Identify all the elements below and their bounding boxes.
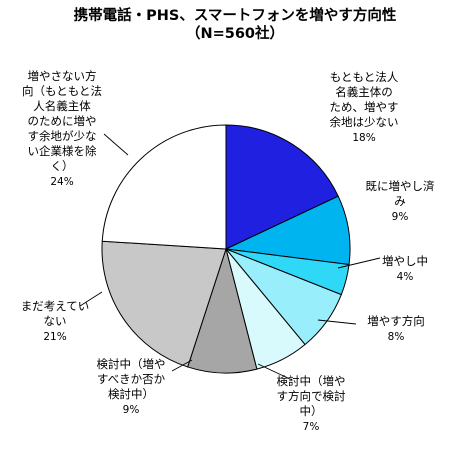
slice-label-line: す方向で検討 xyxy=(277,389,346,403)
slice-label-line: 既に増やし済 xyxy=(366,179,435,193)
slice-label-line: 増やさない方 xyxy=(28,69,97,83)
slice-label-line: 向（もともと法 xyxy=(22,84,102,98)
slice-label: 増やし中 4% xyxy=(382,254,428,283)
slice-label-line: 増やす方向 xyxy=(367,314,425,328)
pie-slice xyxy=(101,240,227,368)
slice-value-label: 9% xyxy=(392,211,409,223)
slice-label-line: 検討中（増や xyxy=(277,374,346,388)
leader-line xyxy=(337,257,381,269)
slice-label-line: 人名義主体 xyxy=(33,99,91,113)
slice-label-line: すべきか否か xyxy=(97,372,166,386)
slice-label-line: 増やし中 xyxy=(382,254,428,268)
slice-label-line: み xyxy=(394,194,406,208)
slice-value-label: 4% xyxy=(397,271,414,283)
slice-label-line: のために増や xyxy=(28,114,97,128)
slice-label-line: まだ考えてい xyxy=(21,299,89,313)
slice-value-label: 7% xyxy=(303,421,320,433)
pie-slices xyxy=(101,124,351,374)
leader-line xyxy=(103,133,129,156)
slice-value-label: 18% xyxy=(352,132,375,144)
chart-title: 携帯電話・PHS、スマートフォンを増やす方向性 xyxy=(74,6,397,24)
slice-label-line: 中） xyxy=(300,404,323,418)
slice-label-line: ない xyxy=(44,314,67,328)
leader-line xyxy=(79,291,103,307)
slice-value-label: 9% xyxy=(123,404,140,416)
slice-label: 増やす方向 8% xyxy=(367,314,425,343)
slice-label-line: もともと法人 xyxy=(330,70,399,84)
slice-value-label: 8% xyxy=(388,331,405,343)
slice-label-line: 名義主体の xyxy=(335,85,393,99)
pie-slice xyxy=(225,124,339,250)
slice-label-line: す余地が少な xyxy=(28,129,97,143)
slice-value-label: 24% xyxy=(50,176,73,188)
slice-label-line: く） xyxy=(51,159,74,173)
leader-line xyxy=(171,359,193,372)
leader-lines xyxy=(79,133,381,381)
leader-line xyxy=(257,363,293,381)
leader-line xyxy=(317,319,357,325)
pie-slice xyxy=(101,124,227,250)
slice-value-label: 21% xyxy=(43,331,66,343)
slice-label-line: い企業様を除 xyxy=(28,144,97,158)
slice-label-line: 余地は少ない xyxy=(330,115,399,129)
slice-label-line: 検討中） xyxy=(108,387,154,401)
chart-subtitle: （N=560社） xyxy=(186,24,284,42)
slice-label-line: ため、増やす xyxy=(330,100,399,114)
slice-label-line: 検討中（増や xyxy=(97,357,166,371)
